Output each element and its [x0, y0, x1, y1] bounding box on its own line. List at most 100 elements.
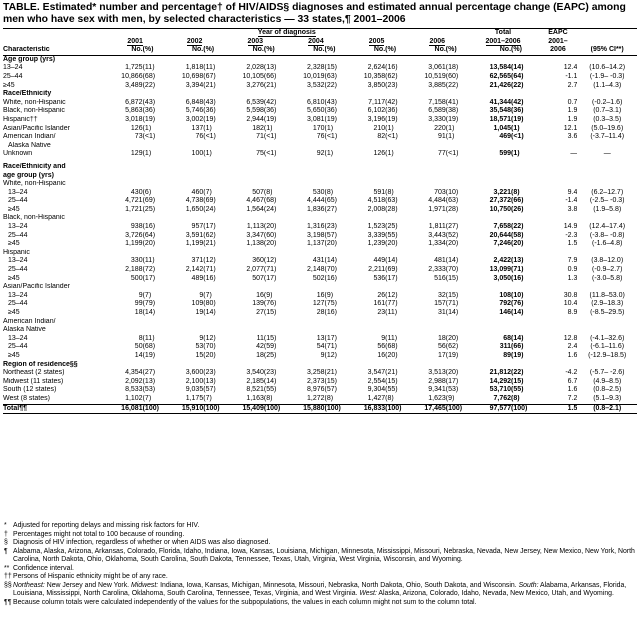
percent-cell: (71)	[511, 266, 524, 274]
eapc-cell: -4.2	[565, 369, 578, 377]
percent-cell: (20)	[445, 240, 459, 248]
percent-cell: (36)	[324, 107, 337, 115]
percent-cell: (8)	[511, 394, 520, 402]
count-cell: 14,292	[489, 377, 512, 385]
count-cell: 7,246	[493, 240, 512, 248]
row-label: Black, non-Hispanic	[3, 214, 65, 222]
count-cell: 9,304	[367, 386, 386, 394]
percent-cell: (26)	[511, 205, 524, 213]
ci-cell: (0.8–2.1)	[593, 404, 622, 412]
footnote-text: Alaska, Arizona, Colorado, Idaho, Nevada…	[376, 590, 614, 597]
pct-column-header: (%)	[385, 46, 397, 54]
no-column-header: No.	[191, 46, 204, 54]
percent-cell: (20)	[263, 223, 277, 231]
percent-cell: (100)	[203, 404, 220, 412]
percent-cell: (42)	[385, 98, 398, 106]
count-cell: 15	[195, 351, 204, 359]
percent-cell: (1)	[445, 133, 455, 141]
row-label: 25–44	[8, 343, 28, 351]
footnote: †† Persons of Hispanic ethnicity might be…	[3, 573, 635, 582]
count-cell: 703	[434, 188, 446, 196]
percent-cell: (20)	[263, 240, 277, 248]
count-cell: 469	[499, 133, 512, 141]
percent-cell: (64)	[511, 72, 524, 80]
count-cell: 2,373	[306, 377, 325, 385]
no-column-header: No.	[434, 46, 446, 54]
eapc-cell: 14.9	[563, 223, 578, 231]
percent-cell: (10)	[511, 291, 524, 299]
percent-cell: (1)	[385, 150, 394, 158]
table-row: ≥45 500 (17) 489 (16) 507 (17) 502 (16) 536 (17) 51…	[3, 275, 637, 284]
percent-cell: (<1)	[511, 133, 524, 141]
count-cell: 8,533	[125, 386, 143, 394]
percent-cell: (71)	[203, 266, 216, 274]
percent-cell: (15)	[511, 377, 524, 385]
percent-cell: (8)	[324, 394, 334, 402]
eapc-range-header: 2001–	[548, 37, 568, 45]
count-cell: 3,547	[367, 369, 386, 377]
percent-cell: (62)	[385, 72, 398, 80]
count-cell: 430	[130, 188, 143, 196]
percent-cell: (1)	[511, 124, 520, 132]
footnote-symbol: †	[4, 530, 8, 538]
percent-cell: (43)	[324, 98, 337, 106]
no-column-header: No.	[313, 46, 325, 54]
count-cell: 109	[191, 300, 204, 308]
count-cell: 1,818	[185, 64, 204, 72]
section-header-row: age group (yrs)	[3, 172, 637, 181]
footnote-text: Percentages might not total to 100 becau…	[13, 530, 185, 538]
count-cell: 3,443	[428, 231, 446, 239]
percent-cell: (8)	[263, 394, 273, 402]
percent-cell: (41)	[445, 98, 459, 106]
count-cell: 20,644	[489, 231, 512, 239]
percent-cell: (20)	[511, 240, 524, 248]
percent-cell: (19)	[142, 115, 156, 123]
count-cell: 14	[134, 351, 143, 359]
percent-cell: (19)	[445, 115, 459, 123]
count-cell: 92	[316, 150, 325, 158]
count-cell: 460	[191, 188, 204, 196]
count-cell: 7,158	[428, 98, 446, 106]
count-cell: 2,142	[185, 266, 204, 274]
count-cell: 1,334	[428, 240, 446, 248]
percent-cell: (100)	[324, 404, 341, 412]
count-cell: 1,836	[306, 205, 325, 213]
count-cell: 431	[312, 257, 325, 265]
row-label: ≥45	[3, 81, 15, 89]
row-label: Race/Ethnicity	[3, 90, 52, 98]
ci-cell: (-2.5– -0.3)	[589, 197, 625, 205]
header-row-1: Year of diagnosis Total EAPC	[3, 28, 637, 38]
percent-cell: (70)	[203, 343, 216, 351]
count-cell: 139	[252, 300, 264, 308]
percent-cell: (53)	[142, 386, 156, 394]
count-cell: 7,117	[368, 98, 386, 106]
count-cell: 938	[130, 223, 143, 231]
row-label: Unknown	[3, 150, 33, 158]
count-cell: 27	[256, 309, 264, 316]
percent-cell: (14)	[385, 257, 398, 265]
percent-cell: (19)	[263, 115, 277, 123]
count-cell: 1,175	[185, 394, 204, 402]
percent-cell: (36)	[511, 107, 524, 115]
footnote-symbol: ¶¶	[4, 598, 12, 606]
table-row: Asian/Pacific Islander 126 (1) 137 (1) 182 (1)…	[3, 125, 637, 134]
row-label: Race/Ethnicity and	[3, 162, 66, 170]
percent-cell: (1)	[385, 124, 394, 132]
footnote-symbol: §§	[4, 581, 12, 589]
percent-cell: (23)	[385, 81, 398, 89]
eapc-cell: 12.1	[563, 124, 578, 132]
count-cell: 126	[373, 150, 386, 158]
ci-cell: (1.9–5.8)	[593, 205, 622, 213]
footnote-text: Confidence interval.	[13, 564, 74, 572]
percent-cell: (24)	[263, 205, 277, 213]
percent-cell: (71)	[445, 300, 459, 308]
percent-cell: (12)	[263, 257, 277, 265]
count-cell: 1,316	[306, 223, 325, 231]
percent-cell: (76)	[511, 300, 524, 308]
count-cell: 2,077	[246, 266, 264, 274]
count-cell: 16,081	[121, 404, 143, 412]
table-row: Midwest (11 states) 2,092 (13) 2,100 (13) 2,1…	[3, 378, 637, 387]
percent-cell: (19)	[385, 115, 398, 123]
percent-cell: (12)	[324, 351, 337, 359]
count-cell: 3,726	[125, 231, 143, 239]
